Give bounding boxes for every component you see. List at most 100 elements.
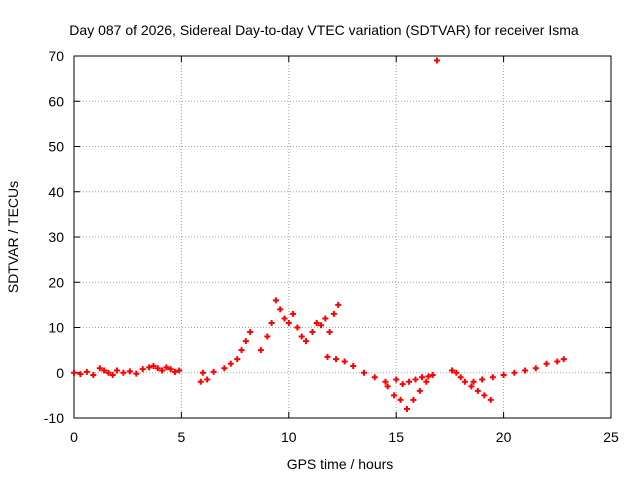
data-point bbox=[221, 365, 228, 372]
data-point bbox=[449, 367, 456, 374]
x-axis: 0 5 10 15 20 25 bbox=[70, 56, 619, 445]
data-point bbox=[560, 356, 567, 363]
y-tick-label: 0 bbox=[56, 365, 64, 381]
y-axis: -10 0 10 20 30 40 50 60 70 bbox=[44, 48, 611, 426]
data-point bbox=[146, 364, 153, 371]
data-point bbox=[126, 368, 133, 375]
data-point bbox=[403, 405, 410, 412]
data-point bbox=[333, 356, 340, 363]
data-point bbox=[133, 370, 140, 377]
data-point bbox=[360, 369, 367, 376]
data-point bbox=[412, 376, 419, 383]
data-point bbox=[101, 367, 108, 374]
data-point bbox=[210, 368, 217, 375]
data-point bbox=[120, 369, 127, 376]
data-point bbox=[461, 378, 468, 385]
data-point bbox=[489, 374, 496, 381]
data-point bbox=[453, 369, 460, 376]
x-tick-label: 25 bbox=[603, 429, 619, 445]
data-point bbox=[384, 383, 391, 390]
y-axis-label: SDTVAR / TECUs bbox=[5, 181, 21, 293]
data-point bbox=[90, 372, 97, 379]
data-point bbox=[257, 347, 264, 354]
data-point bbox=[109, 372, 116, 379]
data-point bbox=[434, 57, 441, 64]
data-point bbox=[234, 356, 241, 363]
data-point bbox=[326, 329, 333, 336]
data-point bbox=[139, 366, 146, 373]
x-tick-label: 0 bbox=[70, 429, 78, 445]
y-tick-label: 60 bbox=[48, 93, 64, 109]
data-point bbox=[500, 372, 507, 379]
data-point bbox=[318, 322, 325, 329]
data-point bbox=[425, 373, 432, 380]
data-point bbox=[154, 365, 161, 372]
data-point bbox=[554, 358, 561, 365]
y-tick-label: -10 bbox=[44, 410, 64, 426]
data-point bbox=[285, 319, 292, 326]
data-point bbox=[313, 319, 320, 326]
data-point bbox=[197, 378, 204, 385]
data-point bbox=[481, 392, 488, 399]
data-point bbox=[167, 366, 174, 373]
x-tick-label: 5 bbox=[178, 429, 186, 445]
data-point bbox=[393, 376, 400, 383]
data-point bbox=[268, 319, 275, 326]
data-point bbox=[423, 378, 430, 385]
data-point bbox=[371, 374, 378, 381]
data-point bbox=[487, 396, 494, 403]
data-point bbox=[335, 301, 342, 308]
data-point bbox=[406, 378, 413, 385]
data-point bbox=[543, 360, 550, 367]
data-point bbox=[397, 396, 404, 403]
data-point bbox=[242, 338, 249, 345]
data-point bbox=[309, 329, 316, 336]
data-point bbox=[479, 376, 486, 383]
data-point bbox=[238, 347, 245, 354]
data-point bbox=[272, 297, 279, 304]
data-series bbox=[71, 57, 567, 412]
data-point bbox=[350, 362, 357, 369]
data-point bbox=[302, 338, 309, 345]
chart-title: Day 087 of 2026, Sidereal Day-to-day VTE… bbox=[69, 22, 579, 38]
data-point bbox=[468, 383, 475, 390]
grid bbox=[74, 56, 611, 418]
data-point bbox=[150, 362, 157, 369]
data-point bbox=[322, 315, 329, 322]
data-point bbox=[163, 364, 170, 371]
data-point bbox=[204, 376, 211, 383]
data-point bbox=[418, 374, 425, 381]
data-point bbox=[171, 368, 178, 375]
data-point bbox=[511, 369, 518, 376]
data-point bbox=[83, 368, 90, 375]
data-point bbox=[324, 353, 331, 360]
x-tick-label: 15 bbox=[388, 429, 404, 445]
data-point bbox=[227, 360, 234, 367]
y-tick-label: 40 bbox=[48, 184, 64, 200]
data-point bbox=[247, 329, 254, 336]
data-point bbox=[176, 367, 183, 374]
y-tick-label: 50 bbox=[48, 139, 64, 155]
data-point bbox=[474, 387, 481, 394]
data-point bbox=[105, 369, 112, 376]
data-point bbox=[457, 374, 464, 381]
data-point bbox=[391, 392, 398, 399]
data-point bbox=[470, 378, 477, 385]
data-point bbox=[429, 372, 436, 379]
data-point bbox=[96, 365, 103, 372]
x-axis-label: GPS time / hours bbox=[287, 456, 394, 472]
data-point bbox=[341, 358, 348, 365]
data-point bbox=[399, 381, 406, 388]
data-point bbox=[290, 310, 297, 317]
data-point bbox=[277, 306, 284, 313]
data-point bbox=[522, 367, 529, 374]
y-tick-label: 70 bbox=[48, 48, 64, 64]
y-tick-label: 30 bbox=[48, 229, 64, 245]
data-point bbox=[159, 367, 166, 374]
data-point bbox=[264, 333, 271, 340]
data-point bbox=[382, 378, 389, 385]
data-point bbox=[298, 333, 305, 340]
x-tick-label: 20 bbox=[496, 429, 512, 445]
data-point bbox=[330, 310, 337, 317]
